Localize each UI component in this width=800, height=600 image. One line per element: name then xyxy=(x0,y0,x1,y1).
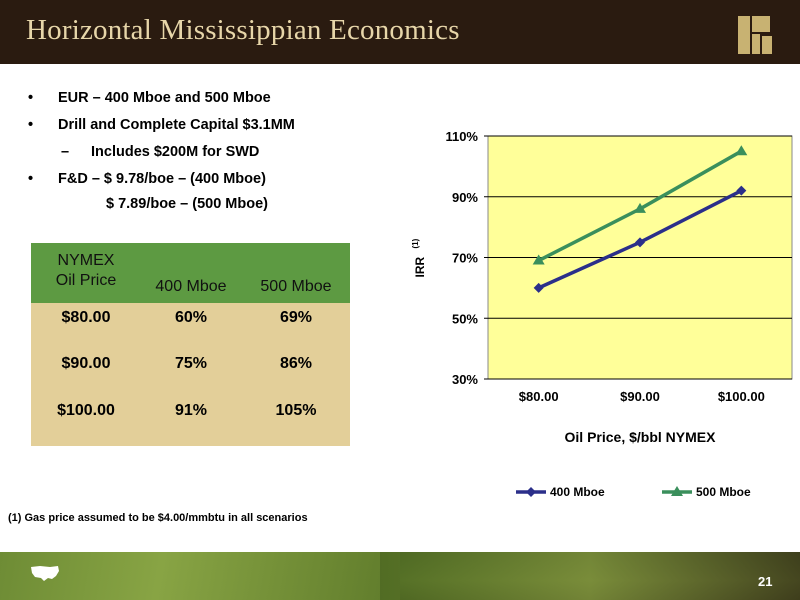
header-500-mboe: 500 Mboe xyxy=(260,278,332,295)
y-axis-title-footnote: (1) xyxy=(411,238,420,248)
y-tick-label: 50% xyxy=(452,311,478,326)
x-axis-title: Oil Price, $/bbl NYMEX xyxy=(565,429,717,445)
table-cell-400: 91% xyxy=(174,402,208,419)
x-tick-label: $80.00 xyxy=(519,389,559,404)
bullet-fd: F&D – $ 9.78/boe – (400 Mboe) xyxy=(58,171,266,187)
data-point xyxy=(532,254,545,265)
footer-field xyxy=(0,552,400,600)
page-number: 21 xyxy=(758,574,773,589)
data-point xyxy=(735,145,748,156)
us-map-icon xyxy=(31,566,59,581)
bullet-dot: • xyxy=(28,90,34,106)
y-tick-label: 110% xyxy=(445,129,478,144)
table-cell-500: 105% xyxy=(275,402,317,419)
data-point xyxy=(635,237,645,248)
header-400-mboe: 400 Mboe xyxy=(155,278,227,295)
footnote: (1) Gas price assumed to be $4.00/mmbtu … xyxy=(8,512,308,524)
legend-marker xyxy=(526,487,536,497)
sub-bullet-swd: Includes $200M for SWD xyxy=(91,144,260,160)
irr-chart-svg: 30% 50% 70% 90% 110% $80.00 $90.00 $100.00 Oil P… xyxy=(411,129,793,499)
irr-chart: 30% 50% 70% 90% 110% $80.00 $90.00 $100.00 Oil P… xyxy=(400,110,800,510)
company-logo-icon xyxy=(738,16,772,54)
y-tick-label: 70% xyxy=(452,251,478,266)
legend-label: 500 Mboe xyxy=(696,485,751,499)
irr-table: NYMEX Oil Price 400 Mboe 500 Mboe $80.00… xyxy=(31,243,350,446)
footer-landscape: 21 xyxy=(0,552,800,600)
table-cell-500: 69% xyxy=(279,309,313,326)
legend-marker xyxy=(671,486,683,496)
table-cell-400: 75% xyxy=(174,355,208,372)
table-header: NYMEX Oil Price 400 Mboe 500 Mboe xyxy=(31,243,350,303)
x-tick-label: $100.00 xyxy=(718,389,765,404)
bullet-dot: • xyxy=(28,117,34,133)
data-point xyxy=(634,202,646,213)
header-price-line2: Oil Price xyxy=(55,272,117,289)
data-point xyxy=(736,185,747,196)
page-title: Horizontal Mississippian Economics xyxy=(26,14,460,46)
bullet-capital: Drill and Complete Capital $3.1MM xyxy=(58,117,295,133)
y-tick-label: 30% xyxy=(452,372,478,387)
data-point xyxy=(533,282,544,293)
table-cell-price: $90.00 xyxy=(61,355,111,372)
bullet-fd-continuation: $ 7.89/boe – (500 Mboe) xyxy=(106,196,268,212)
y-axis-title: IRR xyxy=(413,257,427,278)
header-bar: Horizontal Mississippian Economics xyxy=(0,0,800,64)
table-cell-price: $100.00 xyxy=(57,402,115,419)
y-tick-label: 90% xyxy=(452,190,478,205)
bullet-eur: EUR – 400 Mboe and 500 Mboe xyxy=(58,90,271,106)
sub-bullet-dash: – xyxy=(61,144,70,160)
x-tick-label: $90.00 xyxy=(620,389,660,404)
table-cell-400: 60% xyxy=(174,309,208,326)
header-price-line1: NYMEX xyxy=(57,252,115,269)
table-cell-500: 86% xyxy=(279,355,313,372)
table-cell-price: $80.00 xyxy=(61,309,111,326)
footer-field xyxy=(380,552,800,600)
legend-label: 400 Mboe xyxy=(550,485,605,499)
bullet-dot: • xyxy=(28,171,34,187)
